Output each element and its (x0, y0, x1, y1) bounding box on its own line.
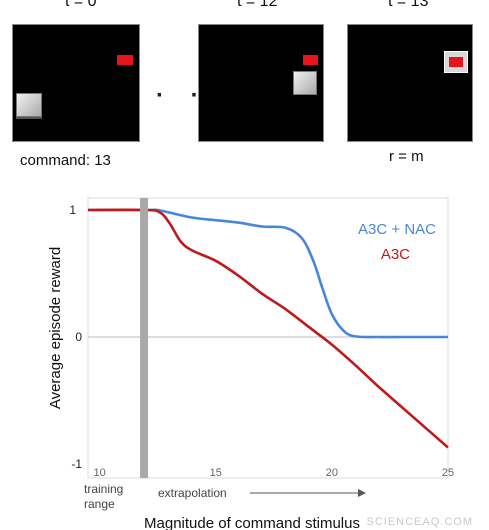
series-layer (87, 208, 449, 449)
agent-square (293, 71, 317, 95)
x-tick-label: 20 (326, 467, 338, 479)
x-tick-label: 15 (210, 467, 222, 479)
legend-a3c: A3C (381, 246, 410, 263)
frame-t12: t = 12 (198, 0, 324, 142)
agent-shadow (16, 117, 42, 119)
training-range-label: training range (84, 482, 127, 511)
time-label-t0: t = 0 (65, 0, 97, 10)
time-label-t13: t = 13 (388, 0, 429, 10)
x-tick-label: 25 (442, 467, 454, 479)
extrapolation-arrowhead (358, 489, 366, 497)
target-square (449, 57, 463, 67)
time-label-t12: t = 12 (237, 0, 278, 10)
y-tick-label: 1 (69, 203, 76, 217)
legend-nac: A3C + NAC (358, 221, 436, 238)
agent-square (16, 93, 42, 117)
time-ellipsis: · · (156, 82, 209, 109)
target-square (117, 55, 133, 65)
series-line-a3c-nac (87, 208, 448, 339)
y-tick-label: 0 (75, 330, 82, 344)
watermark: SCIENCEAQ.COM (366, 516, 473, 528)
y-axis-title: Average episode reward (47, 247, 64, 409)
series-line-a3c (87, 208, 449, 449)
command-caption: command: 13 (20, 152, 111, 169)
target-square (303, 55, 318, 65)
frame-t13: t = 13 (347, 0, 473, 142)
x-tick-label: 10 (93, 467, 105, 479)
reward-caption: r = m (389, 148, 424, 165)
reward-chart: 1 0 -1 10 15 20 25 training range extrap… (47, 197, 454, 530)
x-axis-title: Magnitude of command stimulus (144, 515, 360, 530)
frame-t0: t = 0 (12, 0, 140, 142)
y-tick-label: -1 (71, 457, 82, 471)
training-boundary-bar (140, 198, 149, 478)
extrapolation-label: extrapolation (158, 486, 227, 500)
